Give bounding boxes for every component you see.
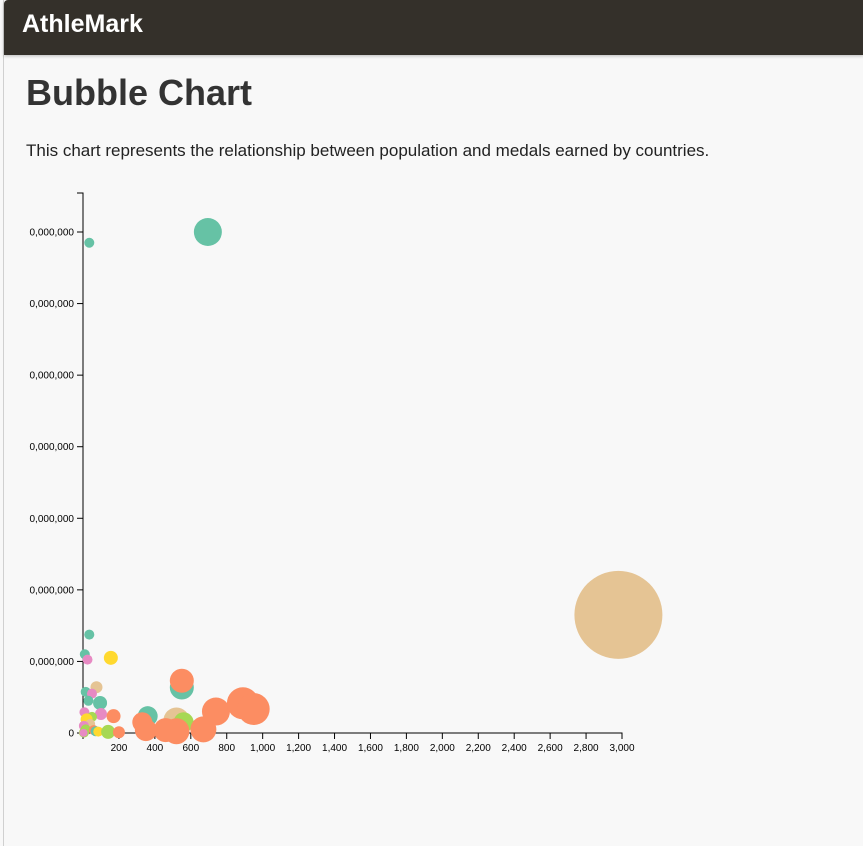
- x-tick-label: 600: [182, 743, 199, 754]
- bubble[interactable]: [103, 650, 118, 665]
- bubble[interactable]: [94, 708, 107, 721]
- x-axis: 200 400 600 800 1,000 1,200 1,400 1,600 1,800 2,0…: [82, 732, 635, 754]
- x-tick-label: 2,600: [538, 743, 563, 754]
- bubble-chart: 0 0,000,000 0,000,000 0,000,000 0,000,000 0,0…: [30, 192, 663, 754]
- x-tick-label: 1,200: [286, 743, 311, 754]
- bubble[interactable]: [163, 718, 190, 745]
- brand-logo[interactable]: AthleMark: [22, 10, 143, 38]
- x-tick-label: 3,000: [609, 743, 634, 754]
- x-tick-label: 2,200: [466, 743, 491, 754]
- x-tick-label: 2,800: [574, 743, 599, 754]
- x-tick-label: 2,400: [502, 743, 527, 754]
- page-title: Bubble Chart: [26, 72, 253, 113]
- y-tick-label: 0,000,000: [30, 514, 75, 525]
- y-tick-label: 0,000,000: [30, 371, 75, 382]
- bubble[interactable]: [193, 218, 222, 246]
- y-tick-label: 0,000,000: [30, 585, 75, 596]
- y-tick-label: 0,000,000: [30, 442, 75, 453]
- x-tick-label: 1,000: [250, 743, 275, 754]
- y-tick-label: 0,000,000: [30, 657, 75, 668]
- y-tick-label: 0: [68, 729, 74, 740]
- x-tick-label: 1,800: [394, 743, 419, 754]
- x-tick-label: 1,400: [322, 743, 347, 754]
- y-tick-label: 0,000,000: [30, 299, 75, 310]
- x-tick-label: 200: [111, 743, 128, 754]
- app-frame: AthleMark Bubble Chart This chart repres…: [3, 0, 863, 846]
- bubble[interactable]: [79, 728, 88, 737]
- chart-description: This chart represents the relationship b…: [26, 141, 710, 160]
- bubble[interactable]: [112, 726, 125, 739]
- bubble[interactable]: [84, 237, 95, 248]
- bubble[interactable]: [82, 654, 93, 665]
- bubble[interactable]: [93, 726, 104, 737]
- bubble[interactable]: [84, 629, 95, 640]
- y-axis: 0 0,000,000 0,000,000 0,000,000 0,000,000 0,0…: [30, 192, 84, 740]
- bubble[interactable]: [574, 570, 663, 659]
- x-tick-label: 800: [218, 743, 235, 754]
- bubble[interactable]: [134, 719, 157, 742]
- x-tick-label: 1,600: [358, 743, 383, 754]
- bubble[interactable]: [93, 695, 108, 710]
- bubble[interactable]: [169, 668, 194, 693]
- bubble[interactable]: [83, 695, 94, 706]
- bubble[interactable]: [106, 709, 121, 724]
- bubble[interactable]: [201, 697, 230, 726]
- bubble[interactable]: [237, 693, 270, 726]
- navbar: AthleMark: [4, 0, 863, 55]
- x-tick-label: 400: [147, 743, 164, 754]
- bubble[interactable]: [101, 724, 116, 739]
- bubbles: [78, 218, 663, 745]
- y-tick-label: 0,000,000: [30, 228, 75, 239]
- x-tick-label: 2,000: [430, 743, 455, 754]
